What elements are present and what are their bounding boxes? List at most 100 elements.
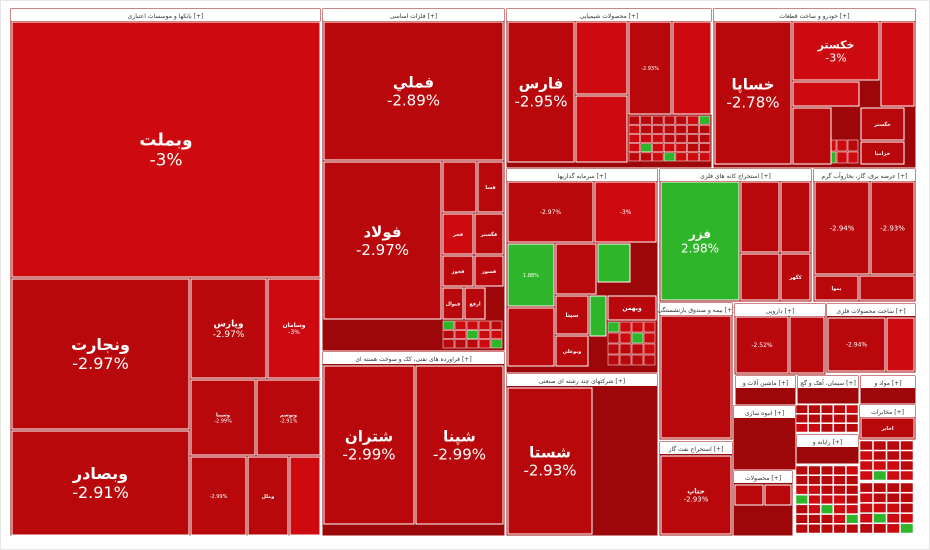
treemap-cell[interactable]: -2.94% (814, 181, 870, 275)
minor-tile[interactable] (652, 152, 664, 162)
minor-tile[interactable] (873, 440, 887, 451)
treemap-cell[interactable] (589, 295, 607, 337)
treemap-cell[interactable]: وپارس-2.97% (190, 278, 267, 379)
minor-tile[interactable] (640, 143, 652, 153)
treemap-cell[interactable]: خساپا-2.78% (714, 21, 792, 165)
minor-tile[interactable] (663, 124, 676, 134)
minor-tile[interactable] (454, 320, 467, 330)
treemap-cell[interactable] (555, 243, 597, 295)
minor-tile[interactable] (847, 151, 859, 164)
minor-tile[interactable] (663, 143, 676, 153)
treemap-cell[interactable]: حتاپ-2.93% (660, 455, 732, 535)
treemap-cell[interactable]: فجر (442, 213, 474, 255)
minor-tile[interactable] (490, 330, 503, 339)
minor-tile[interactable] (873, 470, 887, 481)
minor-tile[interactable] (846, 465, 859, 475)
minor-tile[interactable] (699, 134, 711, 143)
minor-tile[interactable] (859, 492, 873, 503)
minor-tile[interactable] (795, 414, 808, 423)
treemap-cell[interactable] (672, 21, 712, 115)
minor-tile[interactable] (808, 465, 821, 475)
minor-tile[interactable] (607, 354, 620, 366)
treemap-cell[interactable]: سیتا (555, 295, 589, 335)
minor-tile[interactable] (808, 485, 821, 495)
treemap-cell[interactable]: وسینا-2.99% (190, 379, 256, 456)
minor-tile[interactable] (886, 492, 900, 503)
treemap-cell[interactable]: فملي-2.89% (323, 21, 504, 161)
minor-tile[interactable] (846, 414, 859, 423)
treemap-cell[interactable] (886, 317, 915, 372)
minor-tile[interactable] (846, 404, 859, 414)
minor-tile[interactable] (628, 143, 640, 153)
treemap-cell[interactable]: شتران-2.99% (323, 365, 415, 525)
minor-tile[interactable] (640, 124, 652, 134)
minor-tile[interactable] (833, 504, 846, 514)
minor-tile[interactable] (846, 423, 859, 433)
minor-tile[interactable] (833, 404, 846, 414)
treemap-cell[interactable]: -2.93% (870, 181, 915, 275)
treemap-cell[interactable] (734, 484, 764, 506)
treemap-cell[interactable]: کگهر (780, 253, 811, 301)
treemap-cell[interactable]: -2.97% (507, 181, 594, 243)
minor-tile[interactable] (900, 460, 914, 471)
minor-tile[interactable] (795, 494, 808, 505)
minor-tile[interactable] (442, 320, 455, 330)
treemap-cell[interactable]: فولاد-2.97% (323, 161, 442, 320)
minor-tile[interactable] (833, 494, 846, 505)
minor-tile[interactable] (628, 134, 640, 143)
minor-tile[interactable] (873, 523, 887, 534)
treemap-cell[interactable] (859, 275, 915, 301)
treemap-cell[interactable]: -3% (594, 181, 657, 243)
minor-tile[interactable] (640, 115, 652, 125)
minor-tile[interactable] (886, 450, 900, 461)
treemap-cell[interactable]: وسامان-3% (267, 278, 321, 379)
minor-tile[interactable] (652, 124, 664, 134)
minor-tile[interactable] (795, 475, 808, 485)
treemap-cell[interactable]: خگستر (860, 107, 905, 141)
minor-tile[interactable] (663, 115, 676, 125)
treemap-cell[interactable] (575, 21, 628, 95)
minor-tile[interactable] (478, 339, 491, 349)
minor-tile[interactable] (859, 470, 873, 481)
minor-tile[interactable] (833, 524, 846, 534)
treemap-cell[interactable] (289, 456, 321, 536)
treemap-cell[interactable]: -2.94% (827, 317, 886, 372)
minor-tile[interactable] (795, 504, 808, 514)
minor-tile[interactable] (652, 143, 664, 153)
minor-tile[interactable] (607, 332, 620, 344)
minor-tile[interactable] (687, 115, 699, 125)
treemap-cell[interactable]: وبصادر-2.91% (11, 430, 190, 536)
minor-tile[interactable] (607, 343, 620, 355)
treemap-cell[interactable] (740, 181, 780, 253)
minor-tile[interactable] (808, 404, 821, 414)
minor-tile[interactable] (631, 332, 644, 344)
minor-tile[interactable] (833, 514, 846, 524)
treemap-cell[interactable]: ارفع (464, 287, 486, 320)
treemap-cell[interactable]: فارس-2.95% (507, 21, 575, 163)
minor-tile[interactable] (873, 460, 887, 471)
minor-tile[interactable] (820, 514, 834, 524)
minor-tile[interactable] (490, 320, 503, 330)
minor-tile[interactable] (640, 152, 652, 162)
treemap-cell[interactable]: خکستر-3% (792, 21, 880, 81)
minor-tile[interactable] (900, 523, 914, 534)
treemap-cell[interactable] (507, 307, 555, 367)
minor-tile[interactable] (490, 339, 503, 349)
minor-tile[interactable] (687, 124, 699, 134)
minor-tile[interactable] (846, 485, 859, 495)
minor-tile[interactable] (699, 152, 711, 162)
treemap-group[interactable]: مواد و [+] (859, 374, 917, 405)
treemap-cell[interactable]: وبوعلي (555, 335, 589, 367)
minor-tile[interactable] (466, 320, 479, 330)
minor-tile[interactable] (628, 115, 640, 125)
treemap-cell[interactable]: وتوسم-2.91% (256, 379, 321, 456)
minor-tile[interactable] (808, 514, 821, 524)
treemap-cell[interactable]: فنوال (442, 287, 464, 320)
minor-tile[interactable] (652, 115, 664, 125)
treemap-cell[interactable] (764, 484, 792, 506)
minor-tile[interactable] (795, 423, 808, 433)
treemap-group[interactable]: رایانه و [+] (795, 433, 860, 465)
treemap-cell[interactable]: شپنا-2.99% (415, 365, 504, 525)
minor-tile[interactable] (631, 321, 644, 333)
